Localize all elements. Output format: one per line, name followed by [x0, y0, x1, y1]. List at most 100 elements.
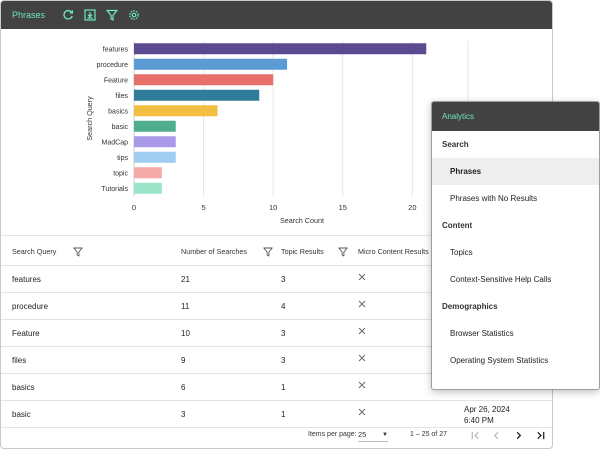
table-row[interactable]: procedure 11 4 [1, 293, 552, 320]
cell-number-of-searches: 10 [181, 329, 190, 338]
bar [134, 74, 274, 86]
menu-item-browser-statistics[interactable]: Browser Statistics [450, 329, 514, 338]
cell-date-time: 6:40 PM [464, 415, 494, 425]
x-tick-label: 0 [132, 203, 136, 212]
cell-micro-content-results [358, 266, 366, 293]
y-tick-label: MadCap [102, 139, 129, 146]
cell-search-query: procedure [12, 302, 49, 311]
table-row[interactable]: features 21 3 [1, 266, 552, 293]
cell-micro-content-results [358, 320, 366, 347]
next-page-icon[interactable] [510, 427, 526, 443]
cell-date: Apr 26, 2024 6:40 PM [464, 401, 510, 428]
y-tick-label: features [103, 46, 129, 53]
bar [134, 43, 427, 55]
items-per-page-value: 25 [358, 430, 367, 439]
cell-topic-results: 3 [281, 356, 286, 365]
y-tick-label: Tutorials [101, 186, 128, 193]
header-search-query-label: Search Query [12, 247, 57, 256]
header-topic-results: Topic Results [281, 236, 348, 267]
y-tick-label: tips [117, 155, 128, 162]
menu-section-content: Content [442, 221, 473, 230]
close-icon [358, 327, 366, 334]
x-tick-label: 10 [269, 203, 277, 212]
header-number-of-searches: Number of Searches [181, 236, 273, 267]
cell-number-of-searches: 9 [181, 356, 186, 365]
bar [134, 182, 162, 194]
analytics-menu-list: Search Phrases Phrases with No Results Cont… [432, 131, 599, 374]
caret-down-icon: ▼ [382, 431, 388, 438]
x-tick-label: 20 [408, 203, 416, 212]
table-header: Search Query Number of Searches Topic Re… [1, 235, 552, 267]
cell-micro-content-results [358, 374, 366, 401]
filter-icon[interactable] [101, 5, 123, 25]
cell-micro-content-results [358, 293, 366, 320]
filter-icon[interactable] [338, 247, 348, 257]
bar [134, 151, 176, 163]
menu-item-context-sensitive-help-calls[interactable]: Context-Sensitive Help Calls [450, 275, 552, 284]
cell-search-query: basics [12, 383, 35, 392]
cell-micro-content-results [358, 347, 366, 374]
cell-search-query: Feature [12, 329, 40, 338]
cell-topic-results: 4 [281, 302, 286, 311]
toolbar-title: Phrases [12, 10, 46, 20]
menu-item-phrases[interactable]: Phrases [432, 158, 599, 185]
settings-icon[interactable] [123, 5, 145, 25]
y-tick-label: basic [112, 124, 129, 131]
phrases-table: Search Query Number of Searches Topic Re… [1, 235, 552, 428]
cell-number-of-searches: 21 [181, 275, 190, 284]
previous-page-icon[interactable] [488, 427, 504, 443]
bar [134, 120, 176, 132]
menu-item-operating-system-statistics[interactable]: Operating System Statistics [450, 356, 549, 365]
y-tick-label: files [116, 93, 129, 100]
header-search-query: Search Query [12, 236, 83, 267]
header-topic-results-label: Topic Results [281, 247, 324, 256]
cell-search-query: files [12, 356, 27, 365]
cell-number-of-searches: 3 [181, 410, 186, 419]
x-tick-label: 5 [201, 203, 205, 212]
close-icon [358, 408, 366, 415]
table-row[interactable]: files 9 3 [1, 347, 552, 374]
y-tick-label: procedure [96, 62, 128, 69]
filter-icon[interactable] [263, 247, 273, 257]
menu-section-search: Search [442, 140, 469, 149]
cell-micro-content-results [358, 401, 366, 428]
items-per-page-label: Items per page: [308, 431, 357, 438]
close-icon [358, 300, 366, 307]
bar [134, 58, 288, 70]
menu-item-phrases-with-no-results[interactable]: Phrases with No Results [450, 194, 538, 203]
cell-date-day: Apr 26, 2024 [464, 404, 510, 414]
table-row[interactable]: basic 3 1 Apr 26, 2024 6:40 PM [1, 401, 552, 428]
x-axis-label: Search Count [280, 216, 324, 225]
y-tick-label: topic [113, 170, 128, 177]
cell-number-of-searches: 11 [181, 302, 190, 311]
cell-number-of-searches: 6 [181, 383, 186, 392]
y-axis-label: Search Query [85, 96, 94, 141]
items-per-page-select[interactable]: 25 ▼ [358, 428, 388, 442]
first-page-icon[interactable] [467, 427, 483, 443]
last-page-icon[interactable] [532, 427, 548, 443]
header-number-of-searches-label: Number of Searches [181, 247, 247, 256]
menu-section-demographics: Demographics [442, 302, 498, 311]
y-tick-label: Feature [104, 77, 128, 84]
header-micro-content-results: Micro Content Results [358, 236, 429, 267]
bar [134, 105, 218, 117]
analytics-menu: Analytics Search Phrases Phrases with No R… [431, 101, 600, 390]
close-icon [358, 273, 366, 280]
analytics-menu-title: Analytics [432, 102, 599, 131]
close-icon [358, 354, 366, 361]
bar [134, 167, 162, 179]
refresh-icon[interactable] [57, 5, 79, 25]
cell-topic-results: 1 [281, 410, 286, 419]
cell-topic-results: 3 [281, 275, 286, 284]
toolbar: Phrases [1, 1, 552, 29]
y-tick-label: basics [108, 108, 128, 115]
download-icon[interactable] [79, 5, 101, 25]
table-row[interactable]: Feature 10 3 [1, 320, 552, 347]
close-icon [358, 381, 366, 388]
page-range: 1 – 25 of 27 [410, 431, 447, 438]
header-micro-content-results-label: Micro Content Results [358, 247, 429, 256]
x-tick-label: 15 [339, 203, 347, 212]
table-body: features 21 3 procedure 11 4 Feature 10 … [1, 266, 552, 428]
menu-item-topics[interactable]: Topics [450, 248, 473, 257]
filter-icon[interactable] [73, 247, 83, 257]
